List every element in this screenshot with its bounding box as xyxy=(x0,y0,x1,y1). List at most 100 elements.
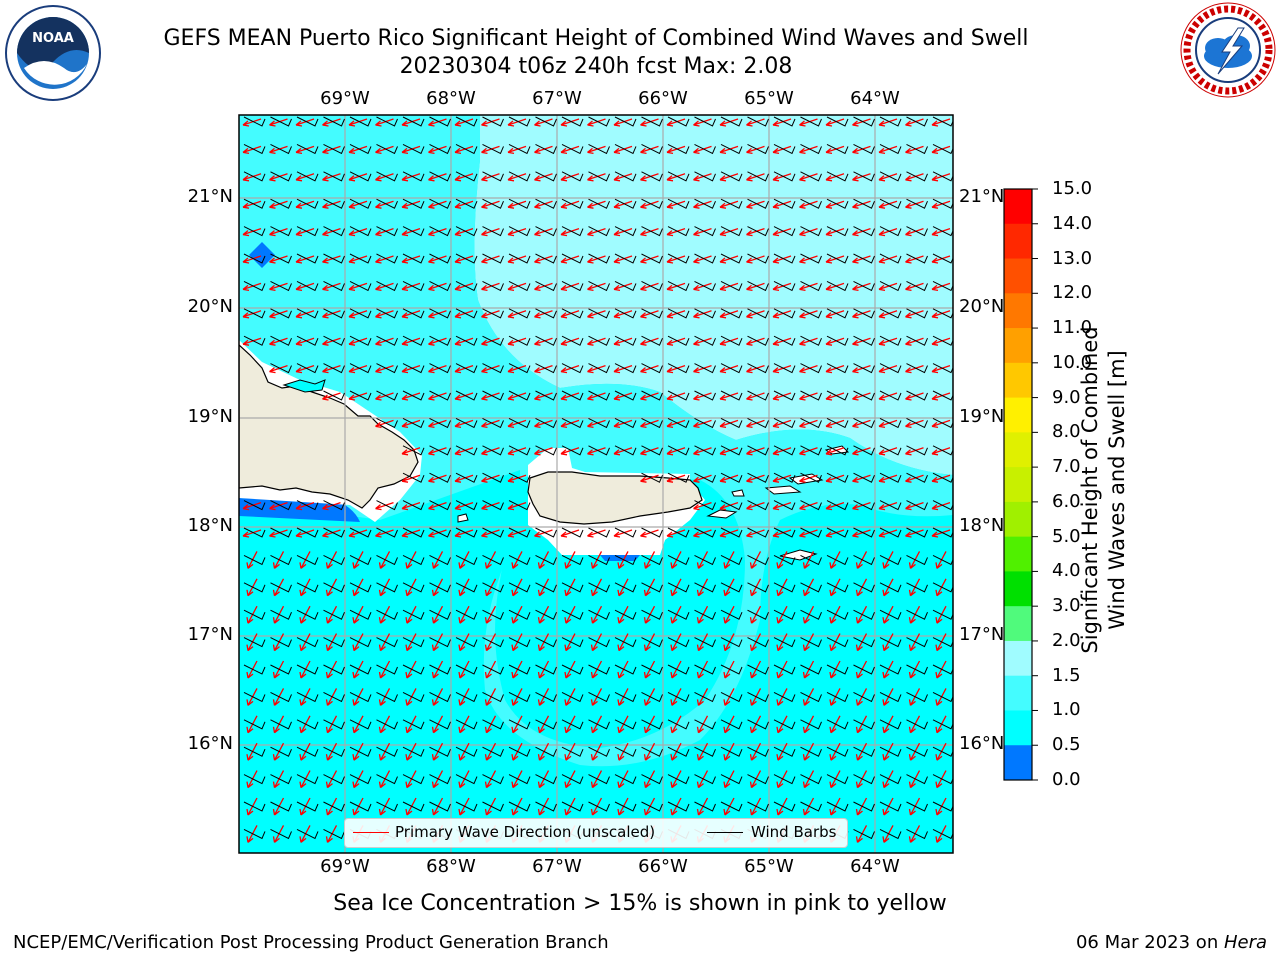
wave-direction-arrow xyxy=(878,310,898,319)
wave-direction-arrow xyxy=(693,419,712,429)
wind-barb xyxy=(747,198,769,209)
wave-direction-arrow xyxy=(640,337,659,346)
wind-barb xyxy=(296,253,319,264)
wind-barb xyxy=(349,719,372,730)
wind-barb xyxy=(482,746,504,757)
wind-barb xyxy=(323,116,345,127)
wave-direction-arrow xyxy=(507,173,527,182)
wind-barb xyxy=(641,335,663,346)
wind-barb xyxy=(747,308,769,319)
colorbar-segment xyxy=(1004,571,1032,607)
wind-barb xyxy=(429,445,451,456)
wave-direction-arrow xyxy=(613,337,633,346)
wave-direction-arrow xyxy=(560,419,580,429)
wind-barb xyxy=(853,527,875,538)
wind-barb xyxy=(720,746,743,757)
wind-barb xyxy=(535,445,557,456)
lon-label-bottom-66w: 66°W xyxy=(638,856,688,877)
wind-barb xyxy=(270,664,292,675)
colorbar-tick-label: 8.0 xyxy=(1052,421,1081,443)
wave-direction-arrow xyxy=(560,145,580,155)
wind-barb xyxy=(932,746,953,757)
wind-barb xyxy=(482,445,504,456)
wind-barb xyxy=(535,746,557,757)
wave-direction-arrow xyxy=(613,282,633,292)
lon-label-bottom-65w: 65°W xyxy=(744,856,794,877)
wind-barb xyxy=(720,554,743,566)
wave-direction-arrow xyxy=(587,255,606,264)
wind-barb xyxy=(482,143,504,155)
colorbar-segment xyxy=(1004,536,1032,572)
wave-direction-arrow xyxy=(269,227,288,237)
wind-barb xyxy=(879,226,902,237)
colorbar-tick-label: 0.5 xyxy=(1052,734,1081,756)
wave-direction-arrow xyxy=(322,310,341,319)
wave-direction-arrow xyxy=(481,173,500,182)
wind-barb xyxy=(826,363,849,374)
wind-barb xyxy=(376,664,398,675)
wind-barb xyxy=(243,253,266,264)
wind-barb xyxy=(641,417,663,429)
wind-barb xyxy=(508,280,531,292)
wave-direction-arrow xyxy=(481,118,500,127)
wind-barb xyxy=(853,116,875,127)
wind-barb xyxy=(508,554,531,566)
wave-direction-arrow xyxy=(534,200,553,209)
wave-direction-arrow xyxy=(799,227,818,237)
wave-direction-arrow xyxy=(931,310,951,319)
wind-barb xyxy=(667,308,690,319)
wind-barb xyxy=(243,308,266,319)
wave-direction-arrow xyxy=(825,118,845,127)
wave-direction-arrow xyxy=(587,173,606,182)
wave-direction-arrow xyxy=(799,200,818,209)
wind-barb xyxy=(508,198,531,209)
wind-barb xyxy=(614,280,637,292)
wind-barb xyxy=(879,746,902,757)
wind-barb xyxy=(323,664,345,675)
wind-barb xyxy=(482,500,504,511)
wind-barb xyxy=(932,637,953,648)
wave-direction-arrow xyxy=(799,337,818,346)
wind-barb xyxy=(270,143,292,155)
wave-direction-arrow xyxy=(666,118,686,127)
wave-direction-arrow xyxy=(825,173,845,182)
colorbar-label-line1: Significant Height of Combined xyxy=(1078,326,1102,654)
wind-barb xyxy=(826,308,849,319)
wave-direction-arrow xyxy=(613,200,633,209)
wind-barb xyxy=(932,226,953,237)
wind-barb xyxy=(800,582,822,593)
wind-barb xyxy=(349,691,372,703)
wave-direction-arrow xyxy=(507,310,527,319)
wave-direction-arrow xyxy=(534,364,553,374)
wind-barb xyxy=(641,746,663,757)
wind-barb xyxy=(270,828,292,840)
chart-subtitle: 20230304 t06z 240h fcst Max: 2.08 xyxy=(399,54,793,79)
wave-direction-arrow xyxy=(746,501,765,511)
wave-direction-arrow xyxy=(666,447,686,456)
wave-direction-arrow xyxy=(799,310,818,319)
wave-direction-arrow xyxy=(534,173,553,182)
wind-barb xyxy=(588,308,610,319)
wind-barb xyxy=(614,554,637,566)
wave-direction-arrow xyxy=(269,255,288,264)
wave-direction-arrow xyxy=(825,255,845,264)
wave-direction-arrow xyxy=(560,200,580,209)
wind-barb xyxy=(773,308,796,319)
wind-barb xyxy=(720,253,743,264)
lat-label-right-18n: 18°N xyxy=(959,515,1005,536)
wind-barb xyxy=(455,774,478,785)
wind-barb xyxy=(932,801,953,812)
wave-direction-arrow xyxy=(931,337,951,346)
wind-barb xyxy=(402,746,425,757)
wind-barb xyxy=(747,527,769,538)
lon-label-bottom-64w: 64°W xyxy=(850,856,900,877)
wave-direction-arrow xyxy=(852,419,871,429)
wind-barb xyxy=(243,582,266,593)
colorbar-segment xyxy=(1004,467,1032,503)
wind-barb xyxy=(694,116,716,127)
wind-barb xyxy=(826,527,849,538)
wind-barb xyxy=(270,116,292,127)
wind-barb xyxy=(932,143,953,155)
lon-label-top-64w: 64°W xyxy=(850,88,900,109)
wind-barb xyxy=(853,691,875,703)
